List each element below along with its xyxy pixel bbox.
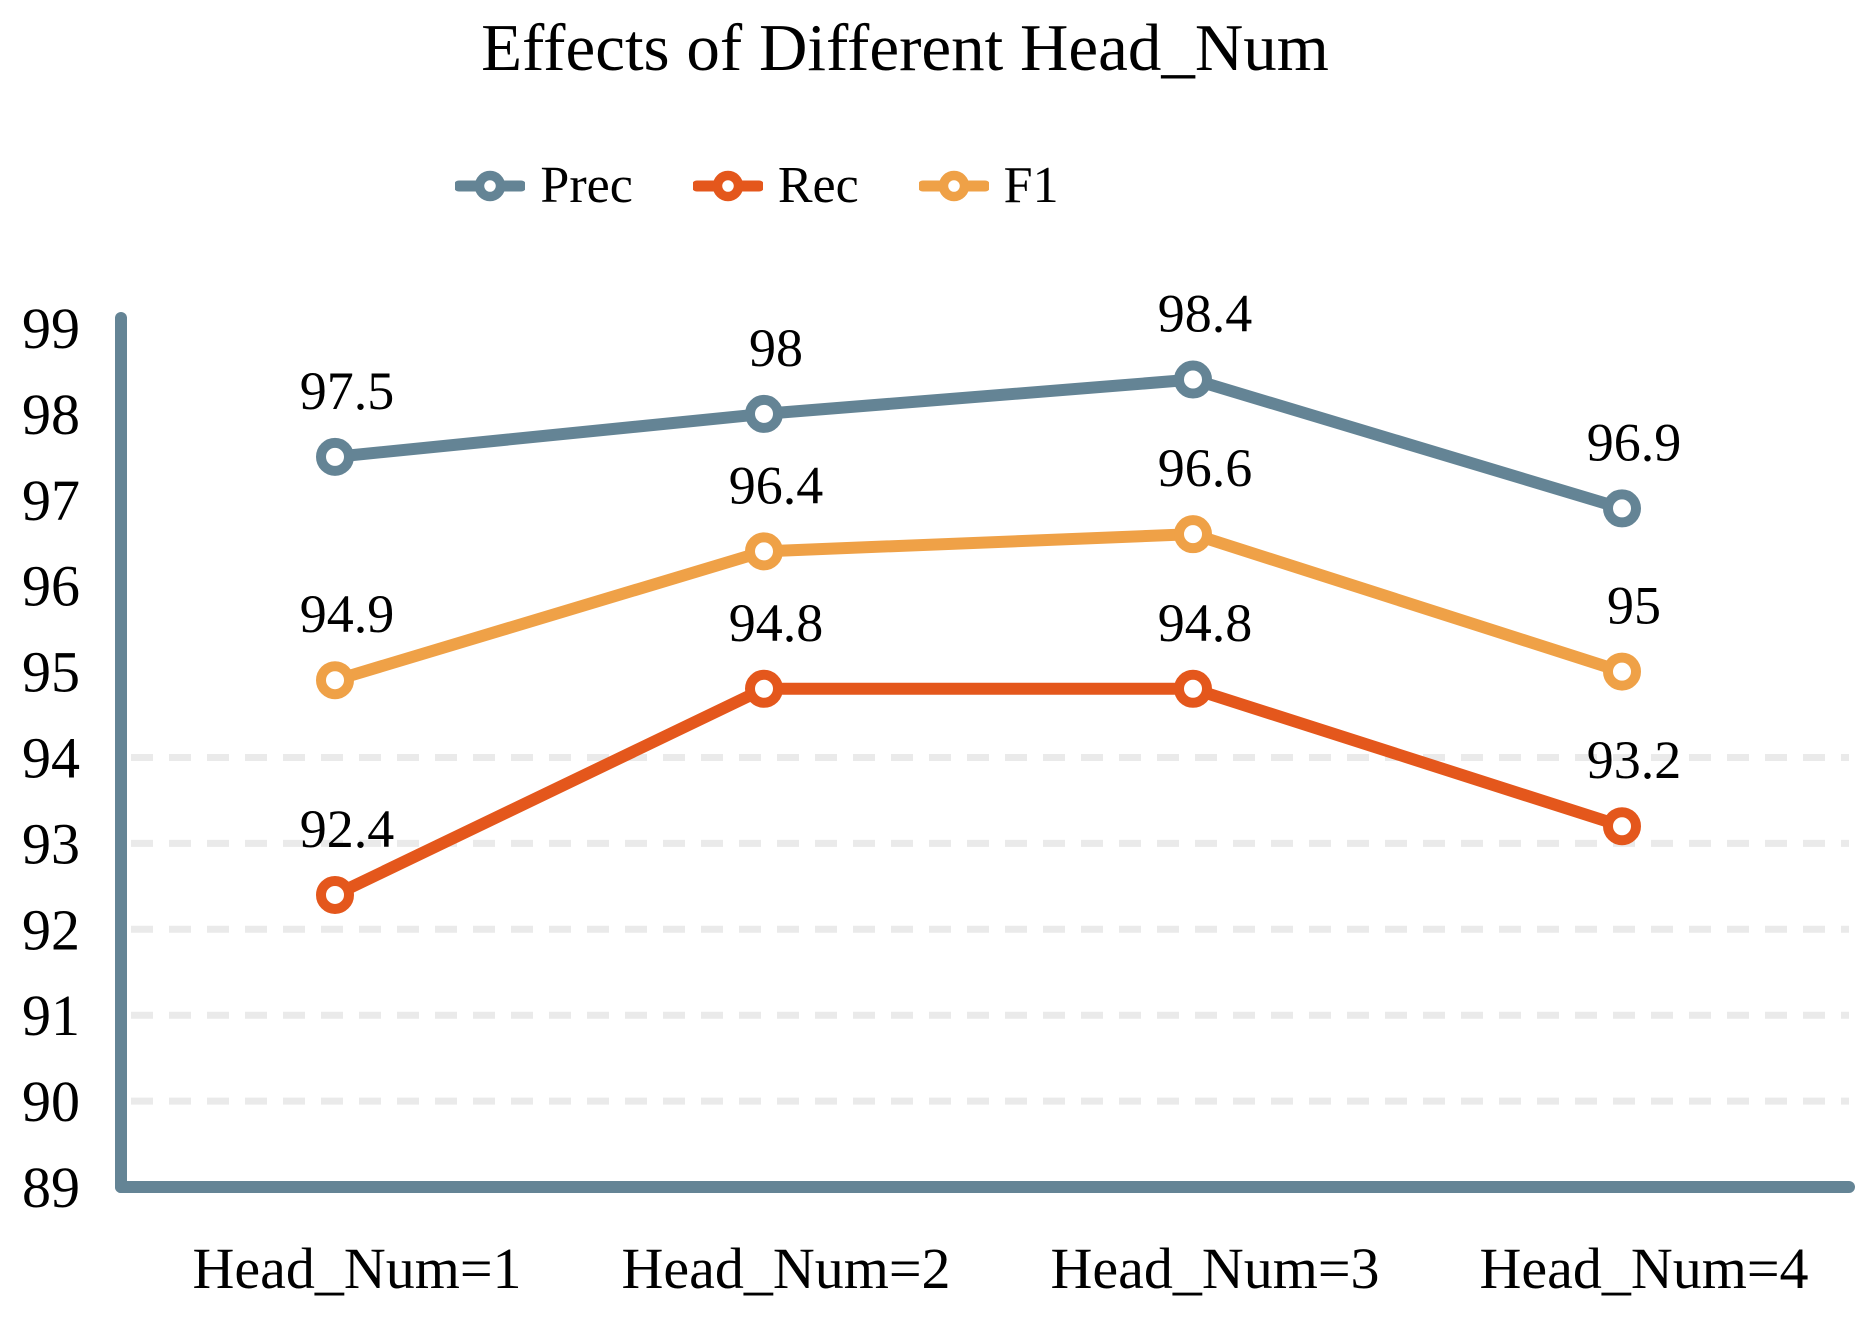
data-label-rec: 93.2 [1587,730,1682,790]
x-tick-label: Head_Num=4 [1479,1236,1808,1301]
legend-line-marker-icon [455,170,526,201]
marker-prec [316,437,354,476]
marker-prec [1174,360,1212,399]
y-tick-label: 99 [22,296,80,361]
data-label-rec: 94.8 [1158,593,1253,653]
marker-f1 [1603,652,1641,691]
x-tick-label: Head_Num=3 [1050,1236,1379,1301]
chart-title: Effects of Different Head_Num [481,11,1329,85]
series-line-rec [329,682,1628,901]
y-tick-label: 94 [22,726,80,791]
x-tick-label: Head_Num=1 [192,1236,521,1301]
legend-label-prec: Prec [540,157,633,214]
series-line-f1 [329,528,1628,687]
legend-line-marker-icon [692,170,763,201]
y-tick-label: 92 [22,897,80,962]
data-label-prec: 98.4 [1158,284,1253,344]
data-label-prec: 96.9 [1587,412,1682,472]
data-label-rec: 94.8 [729,593,824,653]
marker-f1 [316,661,354,700]
legend-item-rec: Rec [692,156,859,215]
legend: Prec Rec F1 [0,156,1514,215]
y-tick-label: 90 [22,1069,80,1134]
data-label-f1: 96.6 [1158,438,1253,498]
legend-circle-icon [938,170,969,201]
y-tick-label: 89 [22,1155,80,1220]
legend-item-f1: F1 [918,156,1059,215]
marker-rec [1603,807,1641,846]
y-tick-label: 95 [22,640,80,705]
x-tick-label: Head_Num=2 [621,1236,950,1301]
legend-label-rec: Rec [777,157,859,214]
marker-rec [316,875,354,914]
marker-prec [1603,489,1641,528]
data-label-prec: 98 [749,318,803,378]
marker-rec [1174,669,1212,708]
data-label-f1: 96.4 [729,455,824,515]
marker-f1 [745,532,783,571]
legend-circle-icon [712,170,744,201]
y-tick-label: 98 [22,382,80,447]
legend-line-marker-icon [918,170,989,201]
legend-label-f1: F1 [1003,157,1059,214]
data-label-rec: 92.4 [300,799,395,859]
marker-rec [745,669,783,708]
legend-item-prec: Prec [455,156,633,215]
series-line-prec [329,373,1628,515]
y-tick-label: 91 [22,983,80,1048]
y-tick-label: 97 [22,468,80,533]
marker-prec [745,394,783,433]
y-tick-label: 96 [22,554,80,619]
data-label-prec: 97.5 [300,361,395,421]
data-label-f1: 94.9 [300,584,395,644]
marker-f1 [1174,515,1212,554]
legend-circle-icon [475,170,506,201]
data-label-f1: 95 [1607,576,1661,636]
y-tick-label: 93 [22,811,80,876]
